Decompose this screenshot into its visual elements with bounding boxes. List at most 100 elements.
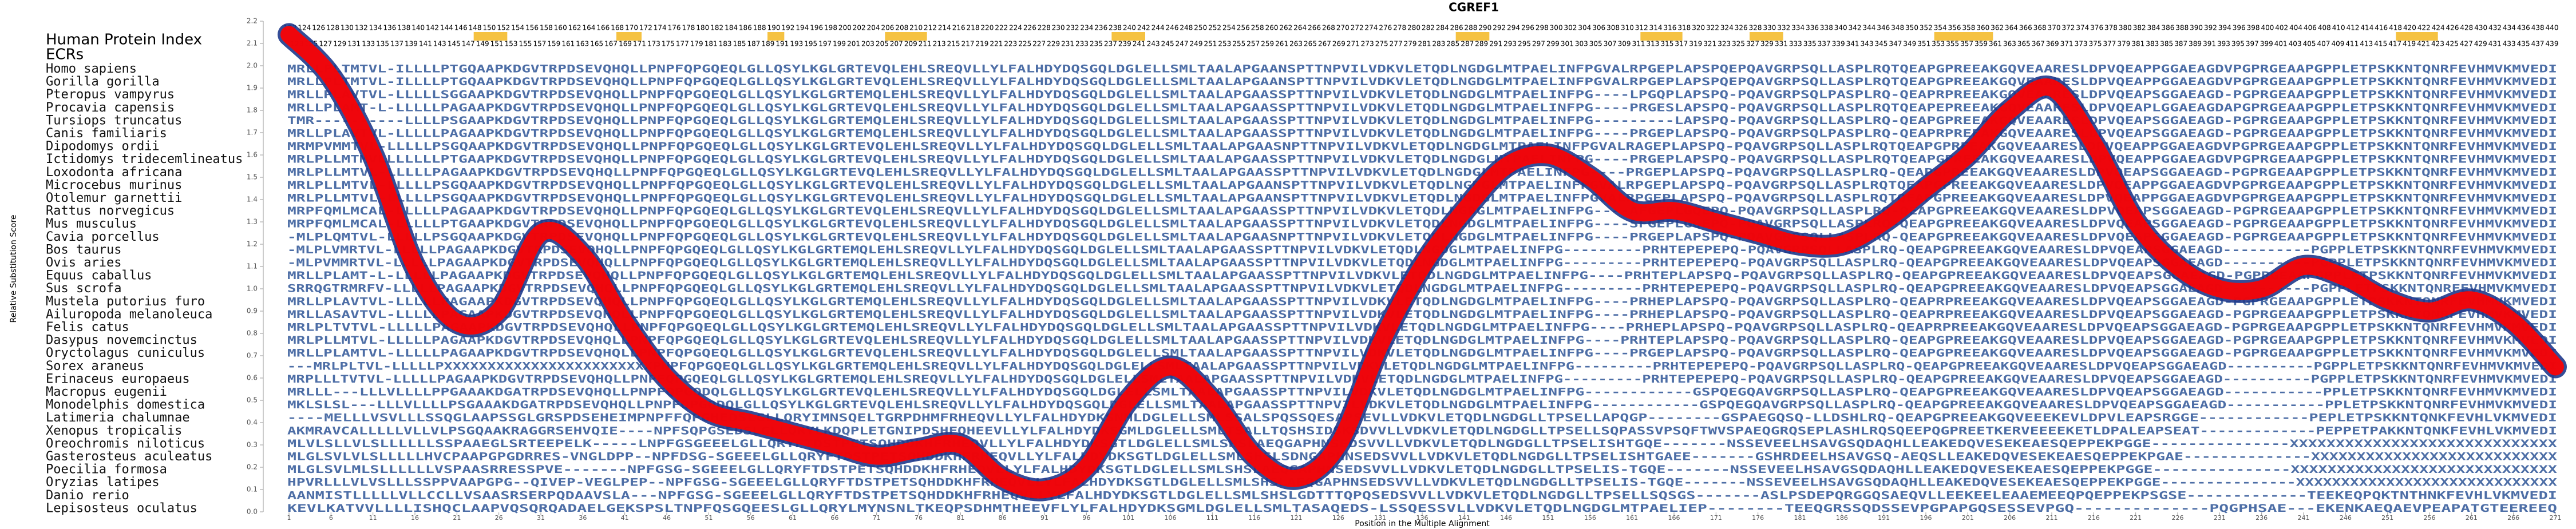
index-number: 167 [604, 40, 618, 48]
index-number: 421 [2417, 40, 2430, 48]
species-name: Homo sapiens [46, 62, 137, 76]
species-name: Poecilia formosa [46, 463, 167, 477]
index-number: 189 [761, 40, 774, 48]
index-number: 404 [2289, 24, 2302, 32]
sequence: MLVLSLLVLSLLLLLLSSPAAEGLSRTEEPELK-----LN… [287, 437, 2558, 450]
index-number: 329 [1760, 40, 1774, 48]
index-number: 192 [781, 24, 794, 32]
index-number: 210 [909, 24, 923, 32]
index-number: 424 [2432, 24, 2445, 32]
species-name: Pteropus vampyrus [46, 87, 175, 102]
index-number: 294 [1507, 24, 1520, 32]
species-name: Sorex araneus [46, 359, 144, 373]
index-number: 191 [775, 40, 789, 48]
index-number: 426 [2446, 24, 2459, 32]
sequence: MRLLPLAVTVL-LLLLLSGGAAPKDGVTRPDSEVQHQLLP… [287, 89, 2557, 101]
index-number: 429 [2474, 40, 2487, 48]
index-number: 436 [2517, 24, 2530, 32]
index-number: 415 [2374, 40, 2387, 48]
index-number: 279 [1404, 40, 1417, 48]
index-number: 306 [1592, 24, 1605, 32]
index-number: 240 [1123, 24, 1136, 32]
index-number: 410 [2332, 24, 2345, 32]
index-number: 238 [1109, 24, 1122, 32]
index-number: 250 [1194, 24, 1207, 32]
index-number: 285 [1446, 40, 1459, 48]
index-number: 208 [895, 24, 908, 32]
index-number: 369 [2046, 40, 2059, 48]
index-number: 309 [1618, 40, 1631, 48]
sequence: MRMPVMMTVL-LLLLLPSGQAAPKDGVTRPDSEVQHQLLP… [287, 140, 2557, 153]
index-number: 247 [1176, 40, 1189, 48]
index-number: 396 [2233, 24, 2246, 32]
index-number: 397 [2246, 40, 2259, 48]
index-number: 296 [1521, 24, 1534, 32]
index-number: 414 [2360, 24, 2373, 32]
index-number: 133 [362, 40, 375, 48]
index-number: 152 [497, 24, 510, 32]
y-tick-label: 0.6 [247, 374, 258, 382]
index-number: 324 [1720, 24, 1734, 32]
x-tick-label: 16 [411, 514, 419, 522]
index-number: 377 [2103, 40, 2116, 48]
index-number: 141 [419, 40, 432, 48]
index-number: 376 [2090, 24, 2103, 32]
index-number: 393 [2217, 40, 2230, 48]
index-number: 266 [1308, 24, 1321, 32]
index-number: 188 [753, 24, 766, 32]
sequence: MRLLPLTMTVL-ILLLLPTGQAAPKDGVTRPDSEVQHQLL… [287, 63, 2557, 75]
x-tick-label: 6 [329, 514, 333, 522]
index-number: 405 [2303, 40, 2316, 48]
index-number: 145 [448, 40, 461, 48]
curve [280, 26, 2564, 499]
index-number: 172 [639, 24, 652, 32]
species-name: Equus caballus [46, 269, 152, 283]
index-number: 271 [1347, 40, 1360, 48]
index-number: 337 [1818, 40, 1831, 48]
index-number: 254 [1222, 24, 1236, 32]
index-number: 383 [2146, 40, 2159, 48]
x-tick-label: 236 [2256, 514, 2268, 522]
index-number: 207 [890, 40, 903, 48]
index-number: 419 [2403, 40, 2416, 48]
sequence: MRLPLLMTVL-LLLLLPSGQAAPKDGVTRPDSEVQHQLLP… [287, 179, 2557, 192]
index-number: 155 [519, 40, 532, 48]
index-number: 170 [625, 24, 638, 32]
index-number: 222 [995, 24, 1008, 32]
x-tick-label: 31 [537, 514, 545, 522]
x-tick-label: 216 [2088, 514, 2100, 522]
x-tick-label: 166 [1668, 514, 1680, 522]
index-number: 143 [433, 40, 446, 48]
index-number: 236 [1094, 24, 1107, 32]
index-number: 269 [1332, 40, 1346, 48]
index-number: 200 [838, 24, 852, 32]
index-number: 401 [2274, 40, 2288, 48]
y-tick-label: 0.7 [247, 352, 258, 360]
index-number: 425 [2446, 40, 2459, 48]
x-tick-label: 231 [2214, 514, 2226, 522]
index-number: 390 [2190, 24, 2203, 32]
index-number: 213 [933, 40, 946, 48]
index-number: 220 [980, 24, 994, 32]
index-number: 297 [1532, 40, 1545, 48]
index-number: 289 [1475, 40, 1488, 48]
y-tick-label: 0.2 [247, 463, 258, 471]
index-number: 151 [490, 40, 504, 48]
index-number: 281 [1418, 40, 1431, 48]
y-tick-label: 1.9 [247, 84, 258, 92]
y-tick-label: 0.0 [247, 508, 258, 516]
index-number: 182 [710, 24, 723, 32]
x-tick-label: 156 [1584, 514, 1596, 522]
x-tick-label: 191 [1878, 514, 1890, 522]
index-number: 232 [1066, 24, 1079, 32]
index-number: 392 [2204, 24, 2217, 32]
index-number: 382 [2133, 24, 2146, 32]
index-number: 321 [1703, 40, 1716, 48]
index-number: 187 [747, 40, 761, 48]
x-tick-label: 181 [1794, 514, 1806, 522]
index-number: 197 [818, 40, 832, 48]
index-number: 361 [1989, 40, 2002, 48]
species-name: Danio rerio [46, 488, 129, 503]
index-number: 273 [1361, 40, 1374, 48]
y-tick-label: 1.5 [247, 173, 258, 181]
